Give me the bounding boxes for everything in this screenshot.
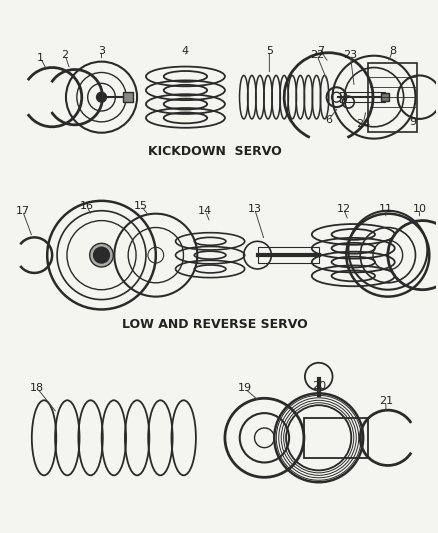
Text: 20: 20 [311, 382, 325, 391]
Text: 5: 5 [265, 46, 272, 56]
Circle shape [89, 243, 113, 267]
Text: 16: 16 [80, 201, 93, 211]
Text: 6: 6 [325, 115, 331, 125]
Text: 17: 17 [15, 206, 29, 216]
Bar [340, 92, 384, 102]
Text: 9: 9 [408, 117, 415, 127]
Bar [380, 93, 388, 101]
Bar [303, 418, 367, 457]
Text: KICKDOWN  SERVO: KICKDOWN SERVO [148, 145, 281, 158]
Bar [367, 62, 417, 132]
Text: 1: 1 [37, 53, 44, 63]
Circle shape [96, 92, 106, 102]
Text: 24: 24 [355, 119, 369, 129]
Text: LOW AND REVERSE SERVO: LOW AND REVERSE SERVO [122, 318, 307, 331]
Text: 22: 22 [309, 50, 323, 60]
Text: 23: 23 [343, 50, 357, 60]
Text: 19: 19 [237, 383, 251, 393]
Circle shape [93, 247, 109, 263]
Text: 21: 21 [378, 396, 392, 406]
Text: 14: 14 [198, 206, 212, 216]
Text: 13: 13 [247, 204, 261, 214]
Bar [257, 247, 318, 263]
Text: 11: 11 [378, 204, 392, 214]
Text: 12: 12 [336, 204, 350, 214]
Text: 4: 4 [181, 46, 189, 56]
Text: 3: 3 [98, 46, 105, 56]
Text: 7: 7 [316, 46, 324, 56]
Text: 10: 10 [411, 204, 425, 214]
Text: 8: 8 [389, 46, 396, 56]
Bar [123, 92, 133, 102]
Text: 2: 2 [61, 50, 68, 60]
Text: 18: 18 [30, 383, 44, 393]
Text: 15: 15 [134, 201, 148, 211]
